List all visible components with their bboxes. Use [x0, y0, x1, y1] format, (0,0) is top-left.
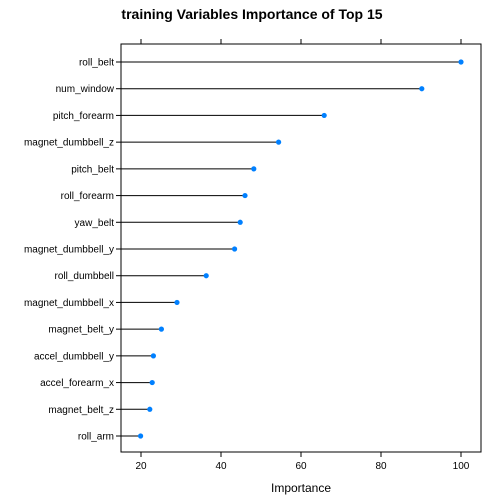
- y-tick-label: pitch_forearm: [53, 111, 114, 122]
- x-tick-label: 80: [375, 461, 387, 472]
- row-magnet_belt_z: magnet_belt_z: [48, 405, 153, 416]
- y-tick-label: magnet_dumbbell_z: [24, 138, 114, 149]
- data-point: [150, 353, 156, 359]
- x-axis: 20 40 60 80 100: [135, 39, 470, 472]
- y-tick-label: roll_arm: [78, 432, 114, 443]
- data-point: [147, 406, 153, 412]
- y-tick-label: accel_forearm_x: [40, 378, 114, 389]
- row-roll_arm: roll_arm: [78, 432, 144, 443]
- row-magnet_dumbbell_x: magnet_dumbbell_x: [24, 298, 180, 309]
- row-pitch_belt: pitch_belt: [71, 164, 257, 175]
- x-tick-label: 60: [295, 461, 307, 472]
- row-accel_forearm_x: accel_forearm_x: [40, 378, 155, 389]
- row-magnet_belt_y: magnet_belt_y: [48, 325, 164, 336]
- data-point: [149, 379, 155, 386]
- row-yaw_belt: yaw_belt: [75, 218, 243, 229]
- data-point: [321, 112, 327, 119]
- row-magnet_dumbbell_z: magnet_dumbbell_z: [24, 138, 282, 149]
- data-point: [242, 192, 248, 199]
- data-point: [174, 299, 180, 306]
- x-tick-label: 40: [215, 461, 227, 472]
- y-tick-label: magnet_belt_z: [48, 405, 114, 416]
- row-num_window: num_window: [56, 84, 425, 95]
- data-point: [203, 273, 209, 279]
- y-tick-label: magnet_dumbbell_y: [24, 245, 114, 256]
- y-tick-label: roll_belt: [79, 58, 114, 69]
- data-point: [237, 219, 243, 225]
- y-tick-label: roll_dumbbell: [55, 271, 114, 282]
- x-tick-label: 20: [135, 461, 147, 472]
- row-magnet_dumbbell_y: magnet_dumbbell_y: [24, 245, 238, 256]
- chart-title: training Variables Importance of Top 15: [121, 6, 382, 22]
- data-point: [251, 166, 257, 172]
- y-tick-label: magnet_belt_y: [48, 325, 114, 336]
- y-tick-label: pitch_belt: [71, 164, 114, 175]
- row-roll_dumbbell: roll_dumbbell: [55, 271, 209, 282]
- plot-frame: [120, 43, 482, 453]
- y-tick-label: num_window: [56, 84, 115, 95]
- row-roll_belt: roll_belt: [79, 58, 464, 69]
- y-tick-label: roll_forearm: [61, 191, 114, 202]
- row-accel_dumbbell_y: accel_dumbbell_y: [34, 351, 156, 362]
- x-tick-label: 100: [453, 461, 470, 472]
- data-point: [138, 433, 144, 439]
- data-point: [232, 246, 238, 252]
- data-point: [419, 86, 425, 92]
- y-tick-label: yaw_belt: [75, 218, 115, 229]
- row-pitch_forearm: pitch_forearm: [53, 111, 327, 122]
- y-tick-label: magnet_dumbbell_x: [24, 298, 114, 309]
- y-tick-label: accel_dumbbell_y: [34, 351, 114, 362]
- x-axis-label: Importance: [271, 481, 331, 495]
- data-point: [458, 59, 464, 65]
- plot-rows: roll_belt num_window pitch_forearm magnet_d…: [24, 58, 464, 443]
- data-point: [276, 139, 282, 145]
- data-point: [158, 326, 164, 332]
- row-roll_forearm: roll_forearm: [61, 191, 248, 202]
